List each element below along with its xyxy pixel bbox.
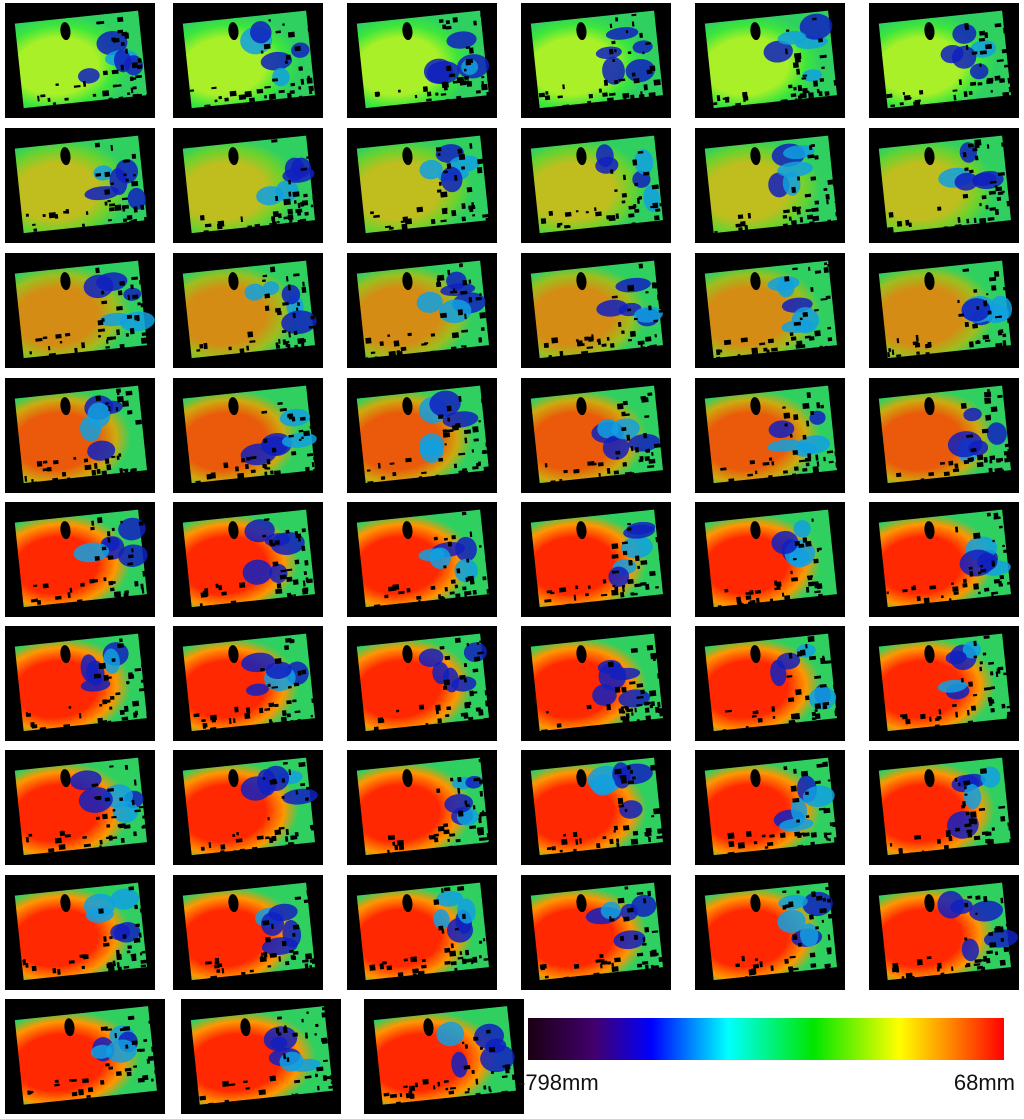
map-tile: [347, 875, 497, 990]
map-tile: [173, 3, 323, 118]
map-tile: [347, 502, 497, 617]
map-tile: [347, 378, 497, 493]
map-tile: [869, 626, 1019, 741]
map-tile: [347, 253, 497, 368]
map-tile: [5, 999, 165, 1114]
map-tile: [347, 750, 497, 865]
map-tile: [695, 502, 845, 617]
map-tile: [695, 128, 845, 243]
map-tile: [695, 750, 845, 865]
map-tile: [5, 3, 155, 118]
map-tile: [173, 378, 323, 493]
map-tile: [521, 253, 671, 368]
map-tile: [521, 502, 671, 617]
map-tile: [5, 750, 155, 865]
map-tile: [521, 3, 671, 118]
map-tile: [521, 378, 671, 493]
map-tile: [869, 253, 1019, 368]
map-tile: [364, 999, 524, 1114]
map-tile: [5, 378, 155, 493]
map-tile: [869, 378, 1019, 493]
colorbar: [528, 1018, 1004, 1060]
map-tile: [347, 128, 497, 243]
map-tile: [695, 378, 845, 493]
map-tile: [869, 128, 1019, 243]
map-tile: [173, 626, 323, 741]
map-tile: [5, 626, 155, 741]
map-tile: [173, 128, 323, 243]
map-tile: [869, 750, 1019, 865]
map-tile: [521, 626, 671, 741]
map-tile: [521, 128, 671, 243]
map-tile: [181, 999, 341, 1114]
map-tile: [695, 626, 845, 741]
map-tile: [869, 875, 1019, 990]
map-tile: [521, 875, 671, 990]
map-tile: [173, 253, 323, 368]
map-tile: [5, 253, 155, 368]
colorbar-max-label: 68mm: [954, 1070, 1015, 1095]
map-tile: [695, 875, 845, 990]
map-tile: [521, 750, 671, 865]
map-tile: [5, 875, 155, 990]
map-tile: [173, 750, 323, 865]
map-tile: [347, 626, 497, 741]
map-tile: [173, 875, 323, 990]
map-tile: [695, 253, 845, 368]
map-tile: [869, 502, 1019, 617]
map-tile: [5, 128, 155, 243]
colorbar-min-label: -798mm: [518, 1070, 599, 1095]
map-tile: [347, 3, 497, 118]
map-tile: [173, 502, 323, 617]
map-tile: [869, 3, 1019, 118]
map-tile: [5, 502, 155, 617]
map-tile: [695, 3, 845, 118]
tile-grid: [5, 3, 1019, 1114]
